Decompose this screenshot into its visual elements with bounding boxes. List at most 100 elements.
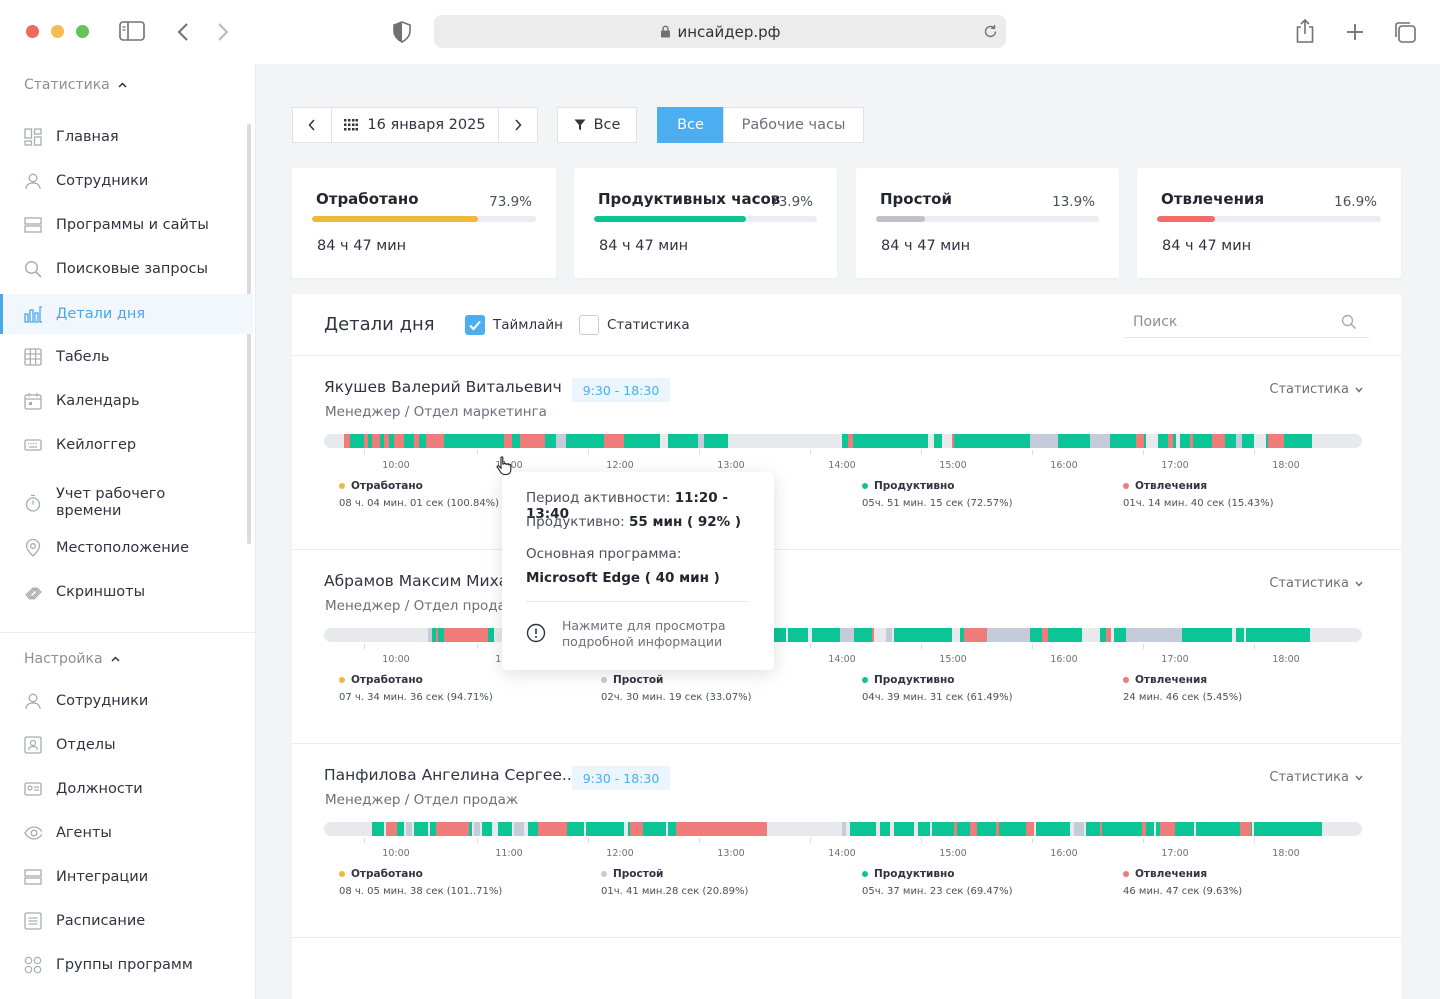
sidebar-item-departments[interactable]: Отделы [0,725,253,765]
close-window-button[interactable] [26,25,39,38]
timeline-segment[interactable] [504,434,512,448]
timeline-segment[interactable] [1100,628,1110,642]
timeline-segment[interactable] [676,822,767,836]
back-arrow-icon[interactable] [176,22,190,42]
activity-tooltip[interactable]: Период активности: 11:20 - 13:40 Продукт… [502,472,774,670]
timeline-segment[interactable] [364,434,368,448]
timeline-segment[interactable] [586,822,624,836]
timeline-segment[interactable] [964,434,1030,448]
timeline-segment[interactable] [812,628,840,642]
timeline-segment[interactable] [994,822,1030,836]
activity-timeline[interactable] [324,434,1362,448]
sidebar-item-employees[interactable]: Сотрудники [0,161,253,201]
timeline-segment[interactable] [428,628,432,642]
statistics-dropdown[interactable]: Статистика [1269,382,1363,397]
timeline-segment[interactable] [698,434,704,448]
timeline-segment[interactable] [482,822,492,836]
timeline-segment[interactable] [934,434,942,448]
timeline-segment[interactable] [970,822,977,836]
timeline-segment[interactable] [952,434,954,448]
sidebar-item-day-details[interactable]: Детали дня [0,294,253,334]
minimize-window-button[interactable] [51,25,64,38]
timeline-segment[interactable] [1106,628,1112,642]
timeline-segment[interactable] [918,822,930,836]
sidebar-item-location[interactable]: Местоположение [0,528,253,568]
timeline-segment[interactable] [1242,434,1254,448]
timeline-segment[interactable] [436,822,469,836]
timeline-segment[interactable] [396,822,404,836]
timeline-segment[interactable] [894,628,952,642]
forward-arrow-icon[interactable] [216,22,230,42]
sidebar-item-time-tracking[interactable]: Учет рабочего времени [0,478,253,528]
timeline-segment[interactable] [1236,628,1244,642]
employee-name[interactable]: Панфилова Ангелина Сергее.. [324,766,572,784]
timeline-segment[interactable] [886,628,892,642]
reload-icon[interactable] [983,24,998,39]
timeline-segment[interactable] [1054,628,1082,642]
timeline-segment[interactable] [426,434,444,448]
activity-timeline[interactable] [324,822,1362,836]
sidebar-item-timesheet[interactable]: Табель [0,337,253,377]
sidebar-section-settings[interactable]: Настройка [24,651,120,667]
timeline-segment[interactable] [1114,628,1126,642]
timeline-segment[interactable] [414,822,428,836]
sidebar-item-program-groups[interactable]: Группы программ [0,945,253,985]
timeline-segment[interactable] [630,822,644,836]
statistics-checkbox-label[interactable]: Статистика [607,317,690,333]
employee-block[interactable]: Панфилова Ангелина Сергее.. 9:30 - 18:30 М… [292,744,1401,938]
timeline-segment[interactable] [1136,434,1144,448]
timeline-segment[interactable] [842,434,874,448]
timeline-segment[interactable] [1268,434,1284,448]
timeline-checkbox-label[interactable]: Таймлайн [493,317,563,333]
timeline-segment[interactable] [566,434,604,448]
timeline-segment[interactable] [842,822,846,836]
sidebar-item-calendar[interactable]: Календарь [0,381,253,421]
timeline-segment[interactable] [668,434,698,448]
timeline-segment[interactable] [1160,822,1175,836]
timeline-segment[interactable] [1196,822,1220,836]
timeline-segment[interactable] [446,628,448,642]
sidebar-item-agents[interactable]: Агенты [0,813,253,853]
timeline-segment[interactable] [1100,822,1102,836]
timeline-segment[interactable] [346,434,349,448]
timeline-segment[interactable] [952,434,964,448]
timeline-segment[interactable] [444,628,454,642]
sidebar-item-screenshots[interactable]: Скриншоты [0,572,253,612]
timeline-segment[interactable] [774,628,786,642]
sidebar-scrollbar[interactable] [247,124,251,544]
next-day-button[interactable] [498,107,538,143]
timeline-segment[interactable] [1026,822,1034,836]
timeline-segment[interactable] [894,822,914,836]
timeline-segment[interactable] [1168,434,1174,448]
timeline-segment[interactable] [872,628,874,642]
filter-button[interactable]: Все [557,107,637,143]
timeline-segment[interactable] [520,434,545,448]
timeline-segment[interactable] [386,822,398,836]
maximize-window-button[interactable] [76,25,89,38]
segment-all[interactable]: Все [657,107,724,143]
statistics-dropdown[interactable]: Статистика [1269,770,1363,785]
timeline-segment[interactable] [372,434,380,448]
activity-timeline[interactable] [324,628,1362,642]
segment-work-hours[interactable]: Рабочие часы [723,107,864,143]
search-input[interactable] [1125,310,1325,330]
timeline-segment[interactable] [610,434,612,448]
timeline-segment[interactable] [932,822,964,836]
timeline-segment[interactable] [474,822,480,836]
sidebar-toggle-icon[interactable] [119,21,145,41]
timeline-segment[interactable] [432,628,444,642]
timeline-segment[interactable] [1286,822,1322,836]
sidebar-item-keylogger[interactable]: Кейлоггер [0,425,253,465]
timeline-segment[interactable] [900,434,928,448]
timeline-segment[interactable] [414,434,419,448]
timeline-segment[interactable] [1254,822,1286,836]
timeline-segment[interactable] [1116,822,1154,836]
timeline-segment[interactable] [788,628,808,642]
timeline-segment[interactable] [1030,434,1058,448]
sidebar-item-settings-employees[interactable]: Сотрудники [0,681,253,721]
timeline-segment[interactable] [1036,822,1070,836]
timeline-segment[interactable] [1240,822,1252,836]
timeline-segment[interactable] [954,822,958,836]
timeline-segment[interactable] [1180,434,1214,448]
employee-name[interactable]: Якушев Валерий Витальевич [324,378,562,396]
